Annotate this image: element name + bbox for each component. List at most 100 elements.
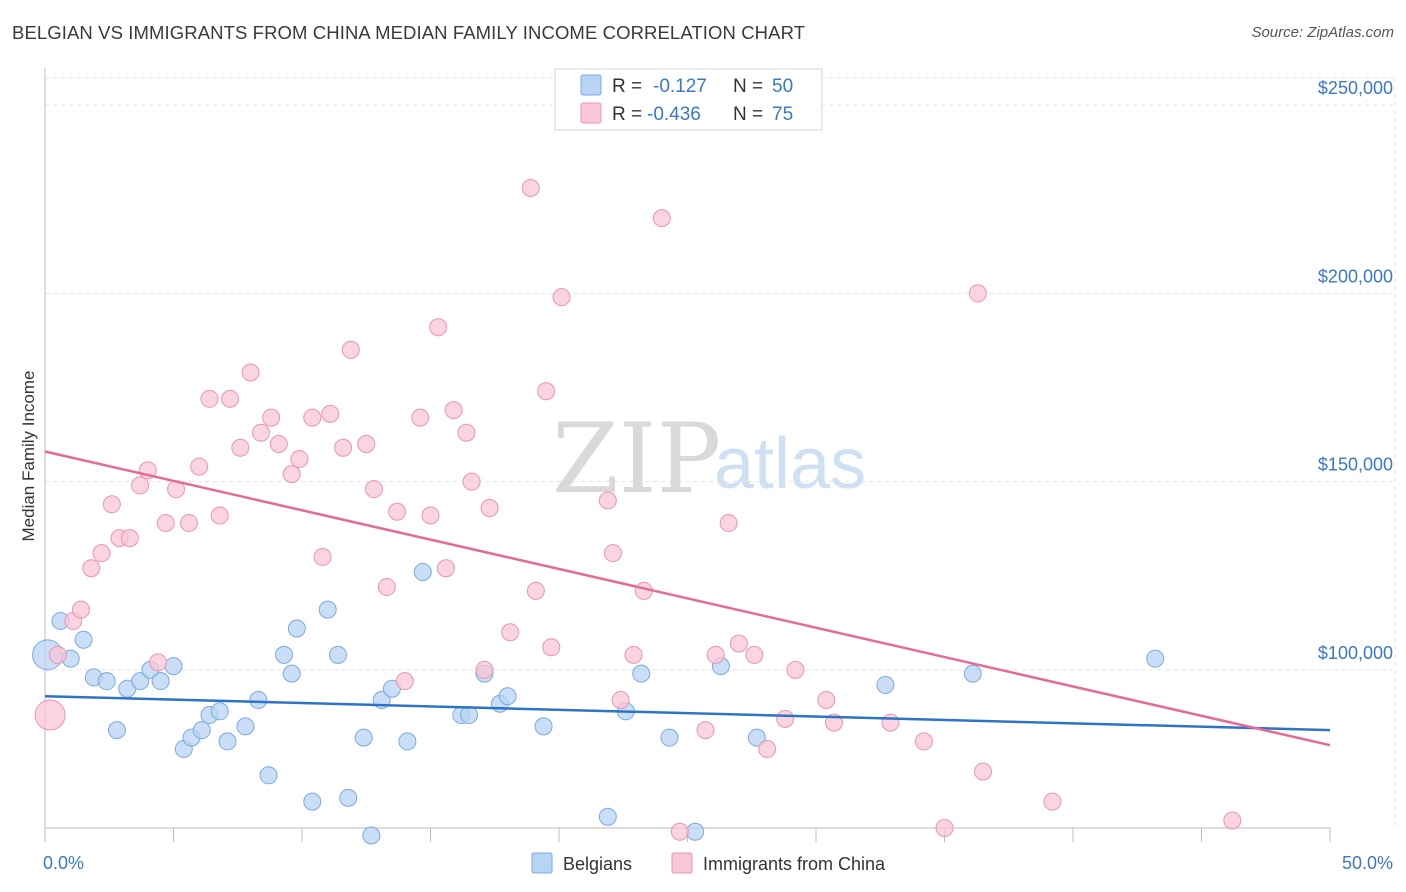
- point-belgians-26: [328, 645, 347, 664]
- legend-n-value-china: 75: [772, 104, 793, 125]
- point-belgians-18: [236, 717, 255, 736]
- point-china-47: [526, 581, 545, 600]
- watermark-atlas: atlas: [714, 424, 866, 504]
- point-china-41: [457, 423, 476, 442]
- watermark-zip: ZIP: [552, 403, 721, 515]
- legend-r-label-belgians: R =: [612, 76, 642, 97]
- point-belgians-40: [598, 807, 617, 826]
- point-china-60: [719, 514, 738, 533]
- point-china-65: [786, 660, 805, 679]
- point-belgians-27: [339, 788, 358, 807]
- legend-n-label-belgians: N =: [733, 76, 763, 97]
- chart-source: Source: ZipAtlas.com: [1251, 24, 1394, 41]
- series-belgians: [32, 563, 1165, 845]
- point-china-36: [411, 408, 430, 427]
- point-china-23: [269, 435, 288, 453]
- point-china-40: [444, 401, 463, 420]
- trend-lines: [44, 450, 1331, 747]
- point-belgians-21: [275, 645, 294, 664]
- point-belgians-42: [632, 664, 651, 683]
- point-china-6: [102, 495, 121, 514]
- y-tick-label-3: $250,000: [1318, 78, 1393, 98]
- point-china-59: [706, 645, 725, 664]
- chart-title: BELGIAN VS IMMIGRANTS FROM CHINA MEDIAN …: [12, 22, 806, 43]
- point-china-61: [729, 634, 748, 653]
- point-belgians-28: [354, 728, 373, 747]
- point-china-29: [334, 438, 353, 457]
- point-china-11: [149, 653, 168, 672]
- point-china-20: [241, 363, 260, 382]
- y-tick-label-2: $200,000: [1318, 266, 1393, 286]
- point-belgians-14: [192, 721, 211, 740]
- watermark: ZIP atlas: [552, 403, 866, 515]
- point-china-14: [179, 514, 198, 533]
- point-china-63: [758, 739, 777, 758]
- y-tick-label-1: $150,000: [1318, 455, 1393, 475]
- point-china-5: [92, 544, 111, 563]
- point-belgians-20: [259, 766, 278, 785]
- x-tick-label-1: 50.0%: [1342, 853, 1393, 873]
- point-belgians-33: [413, 563, 432, 581]
- x-tick-label-0: 0.0%: [43, 853, 84, 873]
- bottom-legend-swatch-belgians: [531, 852, 553, 874]
- legend-n-label-china: N =: [733, 104, 763, 125]
- point-china-39: [436, 559, 455, 578]
- point-belgians-49: [1146, 649, 1165, 668]
- point-china-56: [652, 209, 671, 228]
- point-china-50: [552, 288, 571, 307]
- point-china-24: [282, 465, 301, 484]
- x-tick-labels: 0.0% 50.0%: [43, 853, 1393, 873]
- point-belgians-8: [131, 672, 150, 691]
- point-belgians-38: [498, 687, 517, 706]
- point-china-43: [475, 660, 494, 679]
- legend-r-value-belgians: -0.127: [653, 76, 707, 97]
- point-belgians-11: [164, 657, 183, 676]
- y-tick-label-0: $100,000: [1318, 643, 1393, 663]
- legend-swatch-belgians: [580, 74, 602, 96]
- point-china-12: [156, 514, 175, 533]
- point-china-32: [364, 480, 383, 499]
- legend-r-label-china: R =: [612, 104, 642, 125]
- point-china-48: [537, 382, 556, 401]
- point-china-19: [231, 438, 250, 457]
- point-china-62: [745, 645, 764, 664]
- point-china-3: [71, 600, 90, 619]
- point-china-68: [881, 713, 900, 732]
- point-china-31: [357, 435, 376, 453]
- legend-swatch-china: [580, 102, 602, 124]
- point-belgians-32: [398, 732, 417, 751]
- series-china: [34, 179, 1242, 841]
- point-belgians-10: [151, 672, 170, 691]
- point-china-54: [624, 645, 643, 664]
- point-belgians-25: [318, 600, 337, 619]
- point-china-18: [221, 389, 240, 408]
- legend-r-value-china: -0.436: [647, 104, 701, 125]
- point-belgians-39: [534, 717, 553, 736]
- point-belgians-47: [876, 675, 895, 694]
- point-china-45: [501, 623, 520, 642]
- point-belgians-5: [97, 672, 116, 691]
- point-china-74: [1223, 811, 1242, 830]
- point-china-70: [935, 819, 954, 837]
- point-china-57: [670, 822, 689, 841]
- point-belgians-6: [107, 721, 126, 740]
- point-china-4: [82, 559, 101, 578]
- point-belgians-24: [303, 792, 322, 811]
- point-china-34: [388, 502, 407, 521]
- point-china-22: [262, 408, 281, 427]
- trend-line-belgians: [44, 694, 1331, 732]
- bottom-legend-label-china: Immigrants from China: [703, 854, 886, 874]
- point-china-46: [521, 179, 540, 197]
- point-china-58: [696, 721, 715, 740]
- point-belgians-23: [287, 619, 306, 638]
- point-belgians-43: [660, 728, 679, 747]
- point-belgians-46: [747, 728, 766, 747]
- point-china-28: [321, 404, 340, 423]
- point-belgians-16: [210, 702, 229, 721]
- point-china-73: [1043, 792, 1062, 811]
- point-belgians-29: [362, 826, 381, 845]
- point-china-27: [313, 547, 332, 566]
- point-china-9: [131, 476, 150, 495]
- point-china-53: [611, 691, 630, 709]
- point-china-21: [251, 423, 270, 442]
